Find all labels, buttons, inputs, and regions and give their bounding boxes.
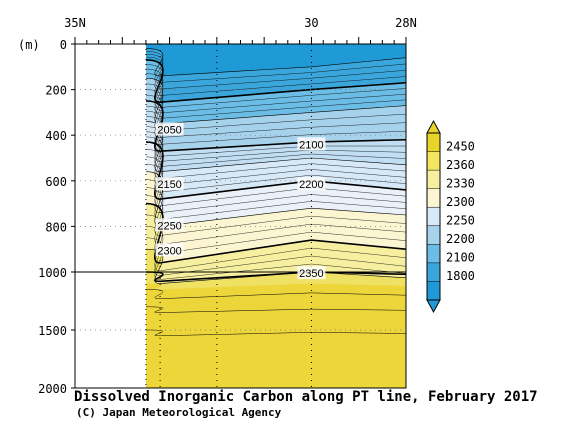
x-axis-ticks: 35N 30 28N <box>64 16 417 44</box>
colorbar-label: 2450 <box>446 139 475 153</box>
dic-band-deep <box>146 283 406 388</box>
contour-label: 2200 <box>299 179 323 191</box>
colorbar-segment <box>427 133 440 153</box>
contour-label-bg <box>155 218 184 232</box>
dic-band <box>146 59 406 124</box>
y-tick-label: 800 <box>45 220 67 234</box>
y-tick-label: 600 <box>45 175 67 189</box>
dic-band <box>146 203 406 284</box>
contour-label: 2050 <box>157 125 181 137</box>
dic-band <box>146 142 406 227</box>
y-tick-label: 2000 <box>38 382 67 396</box>
y-tick-label: 1000 <box>38 266 67 280</box>
contour-line <box>146 48 406 77</box>
contour-label: 2150 <box>157 179 181 191</box>
contour-label: 2100 <box>299 139 323 151</box>
contour-line-deep <box>146 329 406 337</box>
colorbar-label: 2250 <box>446 214 475 228</box>
chart-title: Dissolved Inorganic Carbon along PT line… <box>74 389 538 405</box>
dic-band <box>146 171 406 263</box>
colorbar-label: 2200 <box>446 232 475 246</box>
colorbar-label: 2100 <box>446 251 475 265</box>
dic-color-field <box>146 44 406 388</box>
contour-label-bg <box>155 177 184 191</box>
contour-label-bg <box>297 266 326 280</box>
colorbar-frame <box>426 132 441 301</box>
contour-line-deep <box>146 306 406 313</box>
y-tick-label: 0 <box>60 38 67 52</box>
colorbar: 2450 2360 2330 2300 2250 2200 2100 1800 <box>426 119 475 314</box>
contour-labels: 2050 2100 2150 2200 2250 2300 2350 <box>155 122 326 280</box>
colorbar-bottom-arrow <box>426 299 441 314</box>
contour-label: 2250 <box>157 220 181 232</box>
contour-line-2350 <box>146 271 406 283</box>
colorbar-segment <box>427 207 440 227</box>
contour-label-bg <box>155 122 184 136</box>
dic-band <box>146 44 406 76</box>
contour-line-deep <box>146 289 406 299</box>
colorbar-segment <box>427 262 440 282</box>
colorbar-segment <box>427 188 440 208</box>
contour-label: 2300 <box>157 245 181 257</box>
y-tick-label: 200 <box>45 84 67 98</box>
colorbar-segment <box>427 151 440 171</box>
x-tick-label: 28N <box>395 16 417 30</box>
colorbar-label: 2360 <box>446 158 475 172</box>
y-tick-label: 400 <box>45 129 67 143</box>
contour-line <box>146 202 406 264</box>
y-axis-unit: (m) <box>18 38 40 52</box>
contour-label-bg <box>297 137 326 151</box>
contour-label: 2350 <box>299 268 323 280</box>
contour-label-bg <box>155 243 184 257</box>
chart-credit: (C) Japan Meteorological Agency <box>76 406 282 419</box>
dic-band <box>146 121 406 200</box>
contour-label-bg <box>297 177 326 191</box>
colorbar-label: 2330 <box>446 176 475 190</box>
colorbar-segment <box>427 225 440 245</box>
colorbar-segment <box>427 170 440 190</box>
colorbar-label: 2300 <box>446 195 475 209</box>
y-tick-label: 1500 <box>38 324 67 338</box>
colorbar-label: 1800 <box>446 269 475 283</box>
y-axis-ticks: 0 200 400 600 800 1000 1500 2000 <box>38 38 406 396</box>
colorbar-top-arrow <box>426 119 441 134</box>
dic-band <box>146 48 406 103</box>
colorbar-segment <box>427 281 440 301</box>
colorbar-segment <box>427 244 440 264</box>
x-tick-label: 35N <box>64 16 86 30</box>
dic-band <box>146 101 406 172</box>
dic-band <box>146 78 406 152</box>
x-tick-label: 30 <box>304 16 318 30</box>
